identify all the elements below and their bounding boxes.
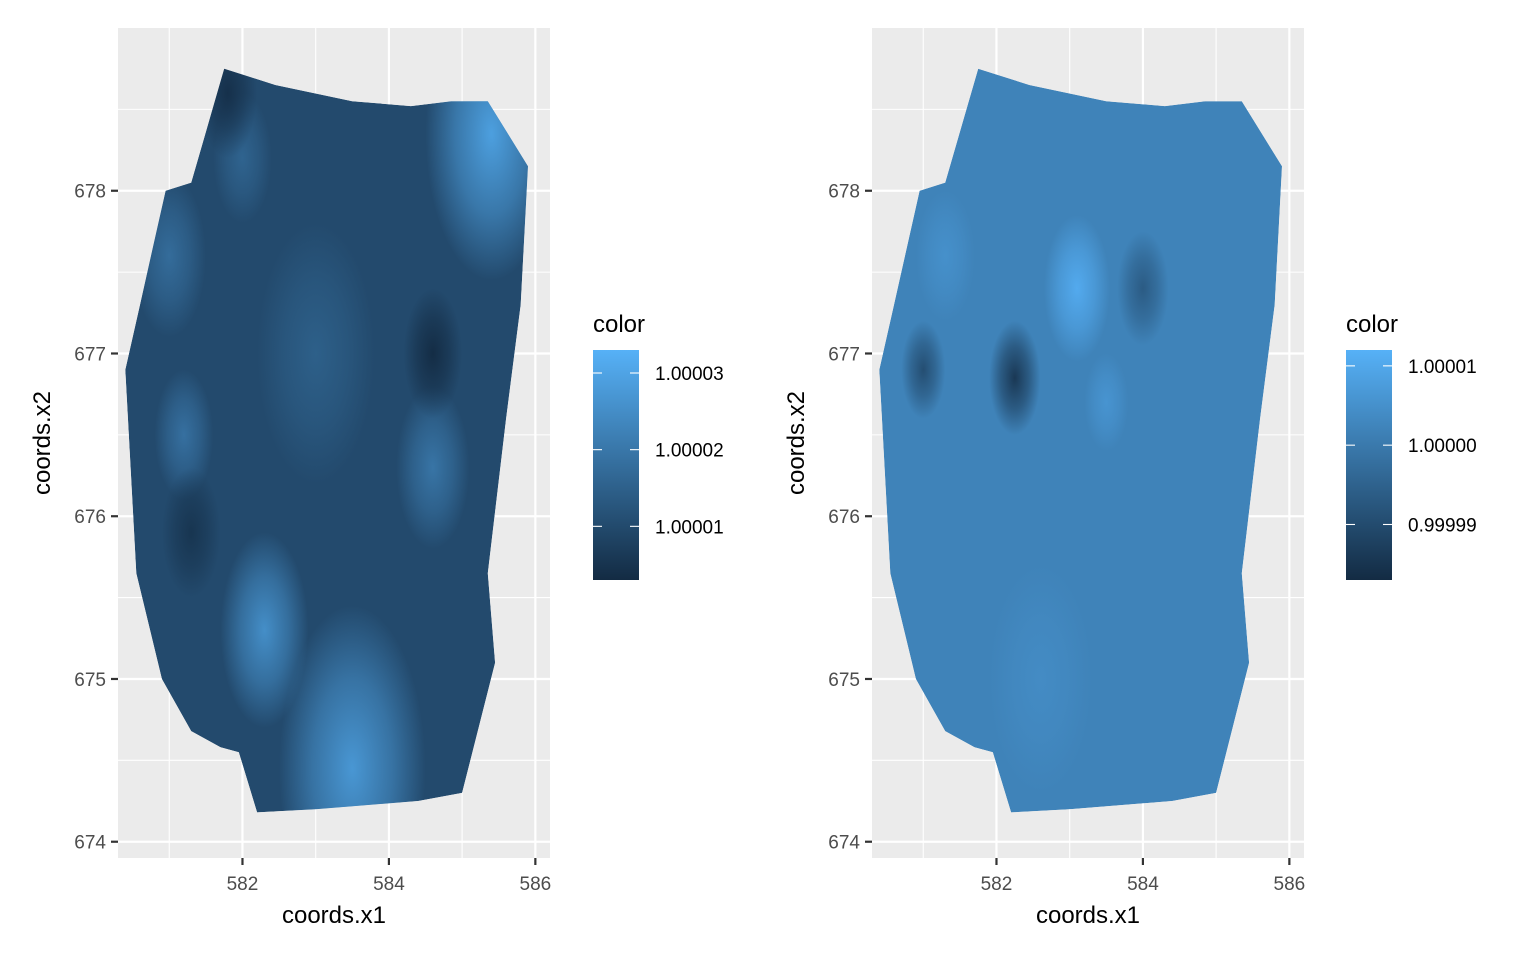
surface-feature [1117,231,1169,346]
y-tick-label: 675 [74,670,106,691]
x-tick-label: 586 [1274,874,1306,895]
legend-title: color [593,311,645,338]
surface-feature [154,369,214,500]
surface-feature [915,190,975,321]
y-tick-label: 677 [828,344,860,365]
surface-feature [1044,215,1110,362]
surface-feature [257,223,375,484]
y-axis-title: coords.x2 [29,391,56,495]
surface-base [879,68,1282,813]
legend: color 1.00001 1.00002 1.00003 [593,311,724,580]
legend-tick-label: 1.00003 [655,364,724,385]
x-tick-label: 584 [1127,874,1159,895]
surface [125,68,529,813]
surface [879,68,1282,813]
legend-title: color [1346,311,1398,338]
legend-tick-label: 0.99999 [1408,515,1477,536]
legend-tick-label: 1.00001 [1408,357,1477,378]
y-tick-label: 677 [74,344,106,365]
y-tick-label: 678 [74,182,106,203]
legend-tick-label: 1.00002 [655,441,724,462]
surface-feature [1084,353,1129,452]
legend-colorbar [593,350,639,580]
x-tick-label: 586 [520,874,552,895]
x-tick-label: 582 [227,874,259,895]
legend-tick-label: 1.00001 [655,517,724,538]
surface-feature [901,320,946,419]
legend-colorbar [1346,350,1392,580]
surface-feature [403,288,463,419]
axes: 582 584 586 674 675 676 677 678 [74,182,551,895]
x-tick-label: 584 [373,874,405,895]
y-axis-title: coords.x2 [783,391,810,495]
legend-tick-label: 1.00000 [1408,436,1477,457]
surface-feature [220,532,309,728]
y-tick-label: 676 [828,507,860,528]
surface-feature [198,68,258,159]
y-tick-label: 678 [828,182,860,203]
panel-1: 582 584 586 674 675 676 677 678 coords.x1 coords.… [29,28,724,929]
y-tick-label: 675 [828,670,860,691]
x-tick-label: 582 [981,874,1013,895]
surface-feature [161,467,221,598]
surface-feature [279,605,426,813]
surface-feature [989,565,1092,793]
y-tick-label: 676 [74,507,106,528]
axes: 582 584 586 674 675 676 677 678 [828,182,1305,895]
y-tick-label: 674 [828,833,860,854]
surface-feature [425,68,529,281]
legend: color 0.99999 1.00000 1.00001 [1346,311,1477,580]
x-axis-title: coords.x1 [282,902,386,929]
panel-2: 582 584 586 674 675 676 677 678 coords.x1 coords.… [783,28,1477,929]
y-tick-label: 674 [74,833,106,854]
surface-feature [989,320,1041,435]
surface-feature [396,386,470,549]
x-axis-title: coords.x1 [1036,902,1140,929]
